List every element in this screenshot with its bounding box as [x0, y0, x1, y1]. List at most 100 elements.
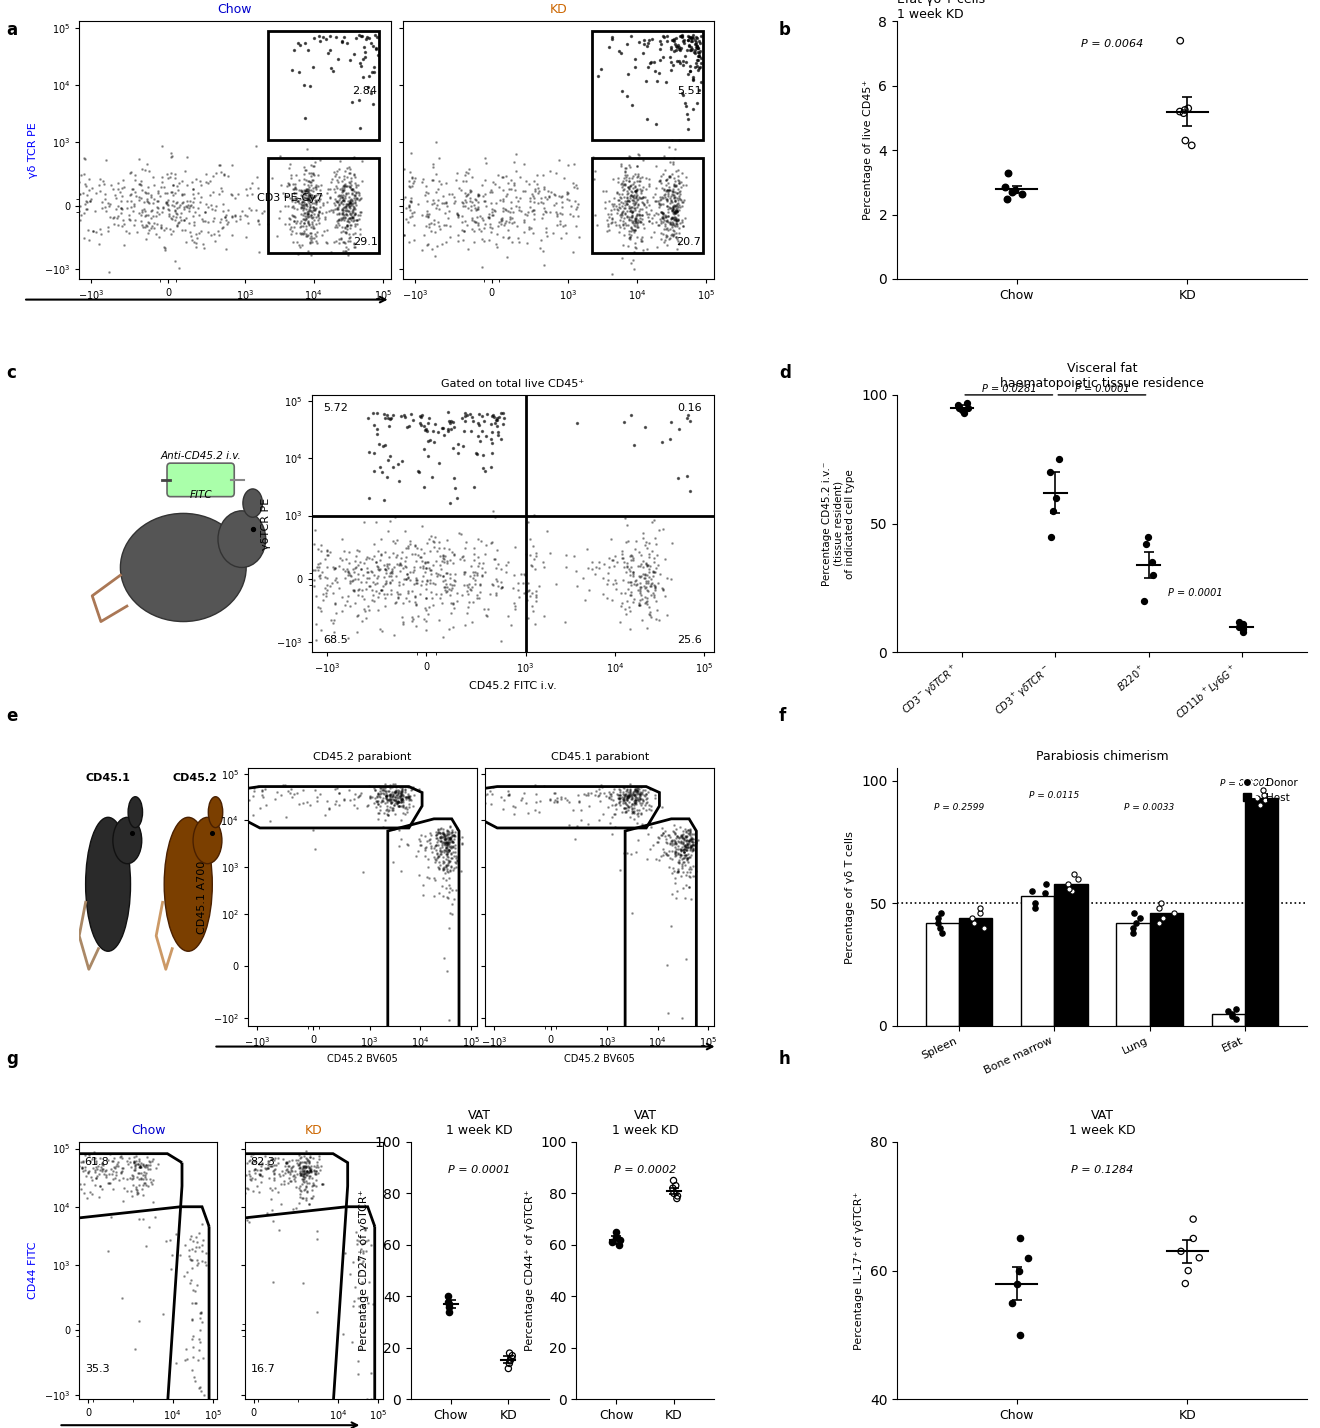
Point [495, 184, 516, 207]
Point [422, 571, 444, 594]
Point [376, 561, 397, 584]
Point [482, 403, 503, 426]
Point [436, 854, 457, 877]
Point [628, 211, 649, 234]
Point [397, 833, 418, 855]
Point [238, 1177, 259, 1200]
Point [399, 533, 420, 555]
Point [447, 433, 469, 456]
Point [150, 176, 172, 198]
Point [100, 1205, 121, 1228]
Text: d: d [779, 364, 791, 383]
Point [290, 223, 312, 246]
Point [506, 159, 527, 181]
Point [160, 223, 181, 246]
Point [305, 184, 326, 207]
Point [475, 194, 496, 217]
Point [100, 1142, 121, 1165]
Point [379, 784, 400, 807]
Point [264, 1177, 285, 1200]
Point [164, 198, 185, 221]
Point [414, 845, 436, 868]
Point [459, 565, 480, 588]
Point [38, 1187, 59, 1210]
Point [354, 46, 375, 69]
Point [161, 161, 182, 184]
Point [657, 823, 678, 845]
Point [66, 1164, 87, 1187]
Point [454, 220, 475, 243]
Point [354, 1220, 375, 1242]
Point [598, 214, 619, 237]
Point [91, 1160, 112, 1182]
Point [649, 221, 671, 244]
Point [86, 1151, 107, 1174]
Point [475, 560, 496, 583]
Point [183, 196, 205, 218]
Point [682, 830, 704, 853]
Point [642, 540, 663, 563]
Point [356, 545, 378, 568]
Point [131, 1167, 152, 1190]
Point [482, 531, 503, 554]
Point [294, 31, 315, 54]
Point [399, 414, 420, 437]
Point [223, 1165, 244, 1188]
Point [624, 208, 645, 231]
Point [628, 777, 649, 800]
Point [649, 193, 671, 216]
Point [308, 1162, 329, 1185]
Point [630, 783, 651, 805]
Point [302, 1171, 323, 1194]
Point [450, 178, 471, 201]
Point [631, 198, 652, 221]
Point [411, 404, 432, 427]
Point [403, 558, 424, 581]
Point [492, 200, 513, 223]
Point [191, 1250, 213, 1272]
Point [182, 1278, 203, 1301]
Point [619, 618, 640, 641]
Point [441, 825, 462, 848]
Point [203, 223, 224, 246]
Point [649, 563, 671, 585]
Point [339, 159, 360, 181]
Point [124, 1158, 145, 1181]
Point [552, 190, 573, 213]
Point [152, 200, 173, 223]
Point [680, 835, 701, 858]
Point [636, 571, 657, 594]
Point [667, 214, 688, 237]
Point [647, 598, 668, 621]
Point [672, 831, 693, 854]
Point [355, 1240, 376, 1262]
Point [206, 1142, 227, 1165]
Point [345, 188, 366, 211]
Point [54, 1165, 75, 1188]
Point [928, 907, 949, 930]
Point [623, 164, 644, 187]
Point [280, 777, 301, 800]
Point [248, 1152, 269, 1175]
Point [380, 790, 401, 813]
Point [331, 216, 352, 238]
Point [417, 603, 438, 625]
Point [508, 226, 529, 248]
Text: a: a [7, 21, 17, 40]
Point [333, 198, 354, 221]
Point [689, 31, 710, 54]
Point [88, 233, 110, 256]
Point [294, 1157, 315, 1180]
Point [470, 530, 491, 553]
Point [672, 208, 693, 231]
Point [300, 188, 321, 211]
Point [636, 848, 657, 871]
Point [444, 543, 465, 565]
Point [248, 241, 269, 264]
Point [86, 1167, 107, 1190]
Point [368, 583, 389, 605]
Point [339, 194, 360, 217]
Point [333, 203, 354, 226]
Point [422, 1075, 444, 1098]
Point [298, 1161, 319, 1184]
